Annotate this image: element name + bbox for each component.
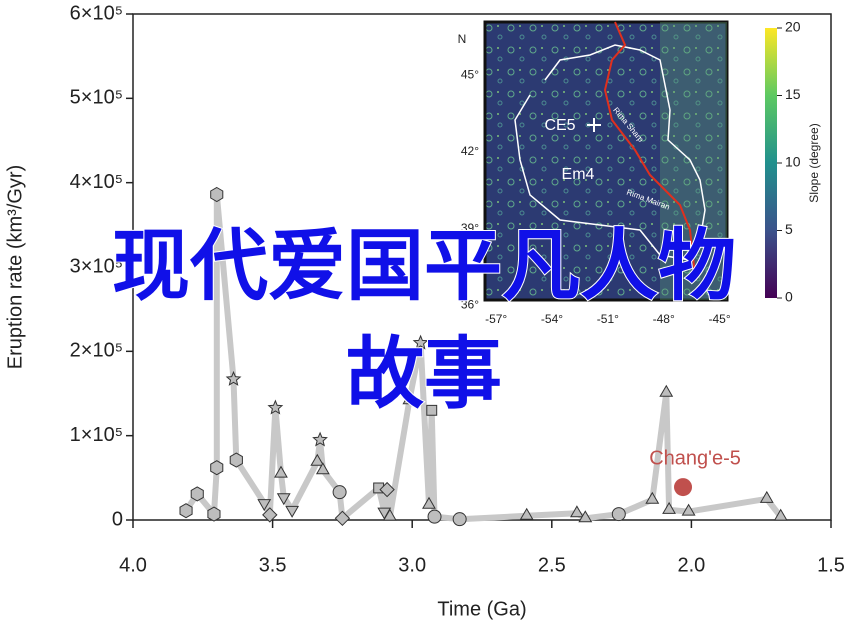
colorbar-tick-label: 0: [785, 289, 793, 305]
data-point: [285, 505, 300, 518]
inset-map: CE5 Em4 Rima Sharp Rima Mairan N Slope (…: [70, 2, 845, 576]
data-point: [210, 186, 224, 203]
data-point: [229, 452, 243, 468]
data-point: [276, 493, 291, 506]
lon-tick-label: -48°: [653, 312, 675, 326]
overlay-text: 现代爱国平凡人物: [112, 222, 736, 310]
data-point: [426, 404, 438, 416]
north-label: N: [458, 32, 467, 46]
x-tick-label: 2.5: [538, 554, 566, 576]
data-point: [225, 370, 242, 386]
data-point: [190, 486, 204, 502]
data-point: [427, 509, 442, 524]
x-tick-label: 3.5: [259, 554, 287, 576]
x-tick-label: 4.0: [119, 554, 147, 576]
data-point: [422, 496, 436, 509]
x-tick-label: 2.0: [677, 554, 705, 576]
colorbar-tick-label: 5: [785, 221, 793, 237]
data-point: [315, 462, 330, 475]
y-tick-label: 2×10⁵: [70, 340, 123, 362]
data-point: [262, 507, 278, 523]
data-point: [312, 431, 328, 447]
lon-tick-label: -45°: [708, 312, 730, 326]
colorbar: [765, 28, 777, 298]
colorbar-tick-label: 15: [785, 86, 801, 102]
lat-tick-label: 45°: [461, 68, 479, 82]
data-point: [310, 453, 325, 466]
data-point: [334, 510, 351, 527]
site-label: CE5: [544, 117, 575, 134]
lat-tick-label: 42°: [461, 144, 479, 158]
overlay-text: 故事: [346, 330, 502, 418]
y-tick-label: 0: [112, 508, 123, 530]
lon-tick-label: -51°: [597, 312, 619, 326]
mare-boundary: [514, 44, 706, 261]
data-point: [570, 505, 584, 518]
x-axis-label: Time (Ga): [437, 598, 526, 620]
data-point: [379, 481, 395, 498]
y-tick-label: 1×10⁵: [70, 424, 123, 446]
data-point: [662, 501, 676, 514]
data-point: [267, 399, 284, 415]
lat-tick-label: 36°: [461, 297, 479, 311]
data-point: [274, 465, 288, 478]
colorbar-tick-label: 10: [785, 154, 801, 170]
data-point: [210, 460, 224, 476]
rille-line: [603, 21, 696, 276]
data-point: [207, 506, 221, 522]
unit-label: Em4: [562, 166, 595, 183]
data-point: [611, 507, 626, 522]
data-point: [674, 478, 693, 497]
colorbar-tick-label: 20: [785, 19, 801, 35]
y-tick-label: 4×10⁵: [70, 171, 123, 193]
data-point: [382, 508, 397, 521]
data-point: [681, 503, 696, 516]
y-axis-label: Eruption rate (km³/Gyr): [4, 165, 26, 369]
data-point: [519, 507, 534, 520]
map-background: [483, 20, 729, 302]
x-tick-label: 1.5: [817, 554, 845, 576]
lat-tick-label: 39°: [461, 221, 479, 235]
colorbar-label: Slope (degree): [807, 123, 821, 202]
data-point: [645, 491, 660, 504]
lon-tick-label: -54°: [541, 312, 563, 326]
data-point: [578, 510, 593, 523]
data-point: [332, 485, 347, 500]
y-tick-label: 3×10⁵: [70, 255, 123, 277]
data-point: [452, 512, 467, 527]
x-tick-label: 3.0: [398, 554, 426, 576]
point-label: Chang'e-5: [649, 447, 741, 469]
data-point: [412, 334, 429, 350]
data-point: [759, 490, 774, 503]
lon-tick-label: -57°: [485, 312, 507, 326]
data-point: [659, 384, 674, 397]
y-tick-label: 5×10⁵: [70, 87, 123, 109]
data-point: [402, 392, 417, 405]
data-point: [773, 508, 788, 521]
y-tick-label: 6×10⁵: [70, 2, 123, 24]
data-point: [257, 499, 272, 512]
data-point: [179, 503, 193, 519]
